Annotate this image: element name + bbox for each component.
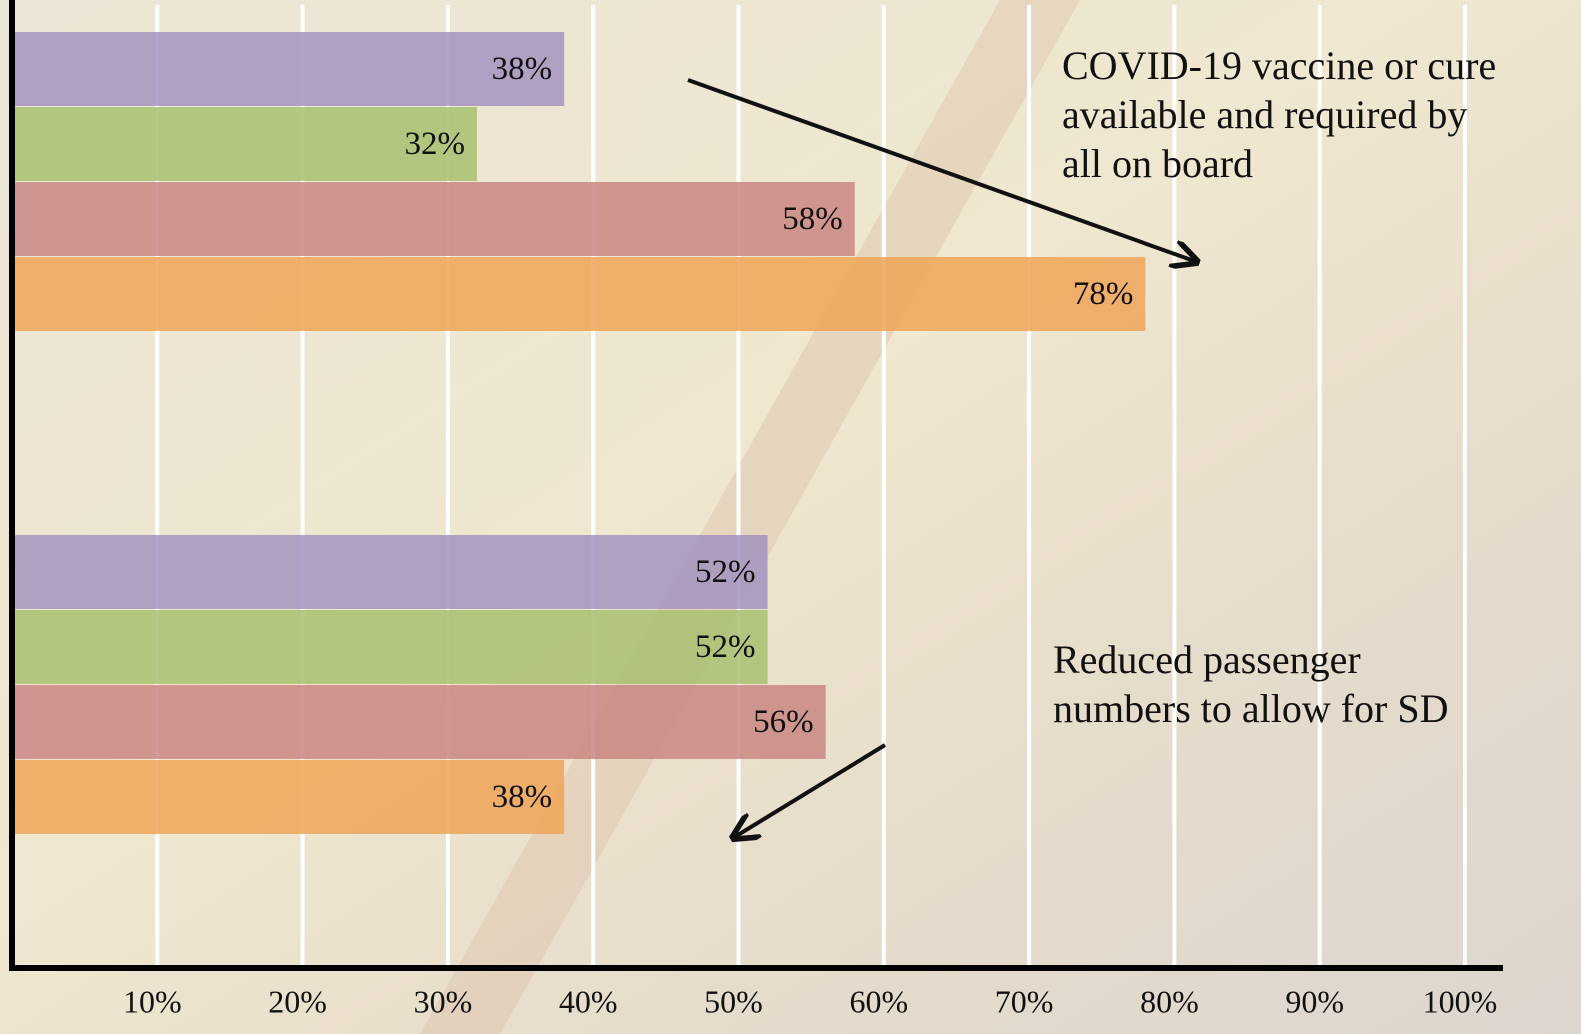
x-tick-label: 100% — [1423, 983, 1498, 1019]
x-tick-label: 20% — [268, 983, 327, 1019]
annotation: all on board — [1062, 141, 1253, 186]
x-tick-label: 80% — [1140, 983, 1199, 1019]
bar — [12, 535, 768, 609]
x-tick-label: 50% — [704, 983, 763, 1019]
data-label: 52% — [695, 554, 756, 590]
bar — [12, 760, 564, 834]
annotation: COVID-19 vaccine or cure — [1062, 43, 1496, 88]
x-tick-label: 90% — [1285, 983, 1344, 1019]
bar — [12, 32, 564, 106]
data-label: 52% — [695, 629, 756, 665]
annotation: available and required by — [1062, 92, 1467, 137]
data-label: 78% — [1073, 276, 1134, 312]
bar — [12, 182, 855, 256]
data-label: 56% — [753, 704, 814, 740]
data-label: 38% — [492, 51, 553, 87]
x-tick-label: 70% — [995, 983, 1054, 1019]
x-tick-label: 10% — [123, 983, 182, 1019]
x-tick-label: 60% — [849, 983, 908, 1019]
data-label: 32% — [404, 126, 465, 162]
annotation: numbers to allow for SD — [1053, 686, 1449, 731]
bar — [12, 257, 1145, 331]
bar — [12, 610, 768, 684]
bar — [12, 685, 826, 759]
page: 10% 20% 30% 40% 50% 60% 70% 80% 90% 100% 38% 32% 58%… — [0, 0, 1581, 1034]
annotation: Reduced passenger — [1053, 637, 1361, 682]
data-label: 58% — [782, 201, 843, 237]
chart: 10% 20% 30% 40% 50% 60% 70% 80% 90% 100% 38% 32% 58%… — [0, 0, 1581, 1034]
data-label: 38% — [492, 779, 553, 815]
x-tick-label: 40% — [559, 983, 618, 1019]
x-tick-label: 30% — [414, 983, 473, 1019]
